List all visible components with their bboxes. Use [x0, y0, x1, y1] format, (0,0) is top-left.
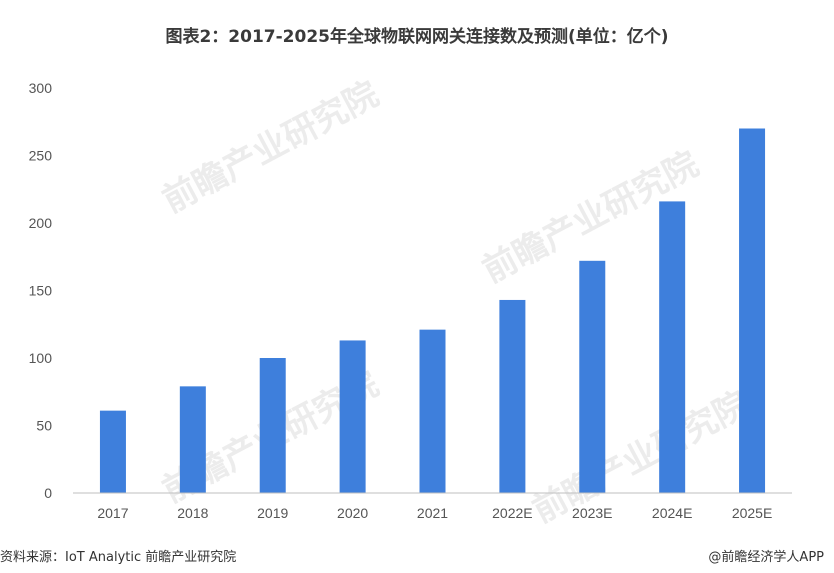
bar-2023E [579, 260, 606, 493]
x-tick-label: 2018 [177, 505, 208, 521]
y-tick-label: 250 [29, 148, 53, 164]
y-tick-label: 200 [29, 215, 53, 231]
y-tick-label: 150 [29, 283, 53, 299]
y-axis-ticks: 0 50 100 150 200 250 300 [29, 80, 53, 501]
credit-note: @前瞻经济学人APP [708, 550, 824, 565]
y-tick-label: 0 [44, 485, 52, 501]
x-tick-label: 2022E [492, 505, 532, 521]
x-tick-label: 2021 [417, 505, 448, 521]
x-tick-label: 2017 [97, 505, 128, 521]
x-axis-ticks: 2017 2018 2019 2020 2021 2022E 2023E 2024E 2025E [97, 505, 772, 521]
y-tick-label: 300 [29, 80, 53, 96]
bar-2017 [99, 410, 126, 493]
source-note: 资料来源：IoT Analytic 前瞻产业研究院 [0, 550, 237, 565]
bar-2020 [339, 340, 366, 493]
y-tick-label: 50 [36, 418, 52, 434]
bar-2019 [259, 358, 286, 493]
x-tick-label: 2020 [337, 505, 368, 521]
y-tick-label: 100 [29, 350, 53, 366]
x-tick-label: 2024E [652, 505, 692, 521]
x-tick-label: 2023E [572, 505, 612, 521]
chart-title: 图表2：2017-2025年全球物联网网关连接数及预测(单位：亿个) [165, 27, 669, 47]
bar-series [99, 128, 766, 493]
bar-2022E [499, 299, 526, 493]
x-tick-label: 2019 [257, 505, 288, 521]
bar-2024E [659, 201, 686, 493]
bar-2021 [419, 329, 446, 493]
bar-2018 [179, 386, 206, 493]
x-tick-label: 2025E [732, 505, 772, 521]
bar-2025E [739, 128, 766, 493]
